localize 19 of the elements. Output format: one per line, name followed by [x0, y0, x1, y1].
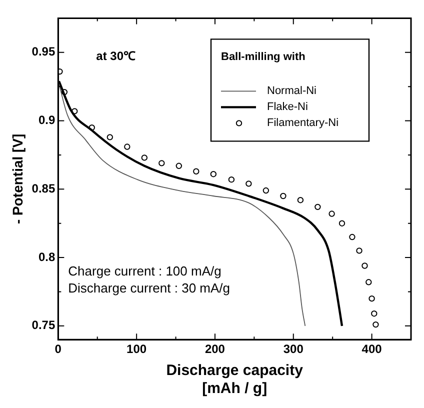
annotation: Charge current : 100 mA/g — [68, 264, 222, 279]
y-axis-title: - Potential [V] — [9, 134, 26, 224]
annotation: Discharge current : 30 mA/g — [68, 280, 230, 296]
legend-label: Flake-Ni — [267, 101, 308, 114]
x-tick-label: 100 — [126, 342, 147, 356]
x-tick-label: 400 — [362, 342, 382, 356]
annotation: at 30℃ — [96, 49, 136, 64]
x-tick-label: 0 — [54, 342, 62, 356]
y-tick-label: 0.95 — [32, 44, 56, 59]
x-tick-label: 200 — [204, 342, 226, 356]
legend-label: Normal-Ni — [267, 85, 316, 98]
y-tick-label: 0.8 — [38, 250, 56, 264]
x-tick-label: 300 — [283, 342, 304, 356]
y-tick-label: 0.85 — [32, 181, 56, 196]
legend-title: Ball-milling with — [221, 51, 306, 64]
x-axis-title: Discharge capacity [mAh / g] — [166, 362, 304, 398]
legend-label: Filamentary-Ni — [267, 117, 339, 130]
y-tick-label: 0.9 — [38, 113, 56, 128]
y-tick-label: 0.75 — [32, 318, 56, 332]
